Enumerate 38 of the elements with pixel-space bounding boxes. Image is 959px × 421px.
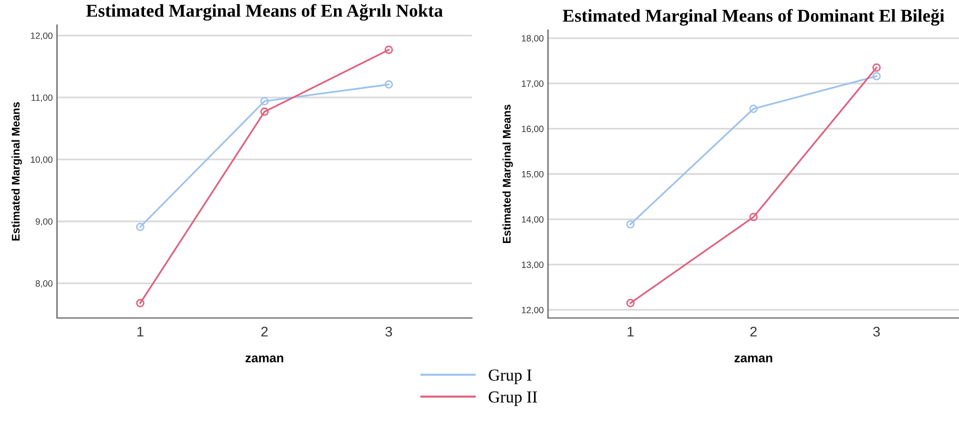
x-tick-label: 3 xyxy=(385,326,392,337)
x-axis-title: zaman xyxy=(734,355,772,362)
point xyxy=(749,104,758,113)
point xyxy=(626,298,635,308)
chart-title: Estimated Marginal Means of Dominant El Bileği xyxy=(562,8,944,26)
y-tick-label: 17,00 xyxy=(522,80,544,88)
x-tick-label: 1 xyxy=(137,326,144,336)
x-axis-title: zaman xyxy=(246,355,284,362)
y-tick-label: 8,00 xyxy=(36,280,52,288)
point xyxy=(136,298,144,308)
y-tick-label: 15,00 xyxy=(522,170,544,178)
legend-label: Grup II xyxy=(488,391,538,406)
y-tick-label: 9,00 xyxy=(36,218,52,226)
point xyxy=(384,46,393,54)
y-axis-title: Estimated Marginal Means xyxy=(12,102,22,241)
point xyxy=(872,63,881,72)
point xyxy=(260,97,269,106)
x-tick-label: 1 xyxy=(628,326,634,336)
y-tick-label: 16,00 xyxy=(522,126,544,134)
x-tick-label: 2 xyxy=(261,326,268,336)
point xyxy=(260,108,269,116)
legend-label: Grup I xyxy=(488,370,532,384)
x-tick-label: 2 xyxy=(750,326,757,336)
x-tick-label: 3 xyxy=(873,326,880,337)
y-axis-title: Estimated Marginal Means xyxy=(502,104,513,244)
y-tick-label: 13,00 xyxy=(522,262,544,269)
y-tick-label: 18,00 xyxy=(522,35,544,43)
chart-title: Estimated Marginal Means of En Ağrılı Nokta xyxy=(86,4,443,21)
y-tick-label: 14,00 xyxy=(522,216,544,224)
point xyxy=(384,80,393,89)
y-tick-label: 10,00 xyxy=(30,156,52,164)
point xyxy=(136,222,144,232)
point xyxy=(749,212,758,222)
y-tick-label: 12,00 xyxy=(522,306,544,314)
point xyxy=(626,220,635,228)
point xyxy=(872,72,881,80)
y-tick-label: 11,00 xyxy=(32,94,52,102)
y-tick-label: 12,00 xyxy=(30,32,52,40)
